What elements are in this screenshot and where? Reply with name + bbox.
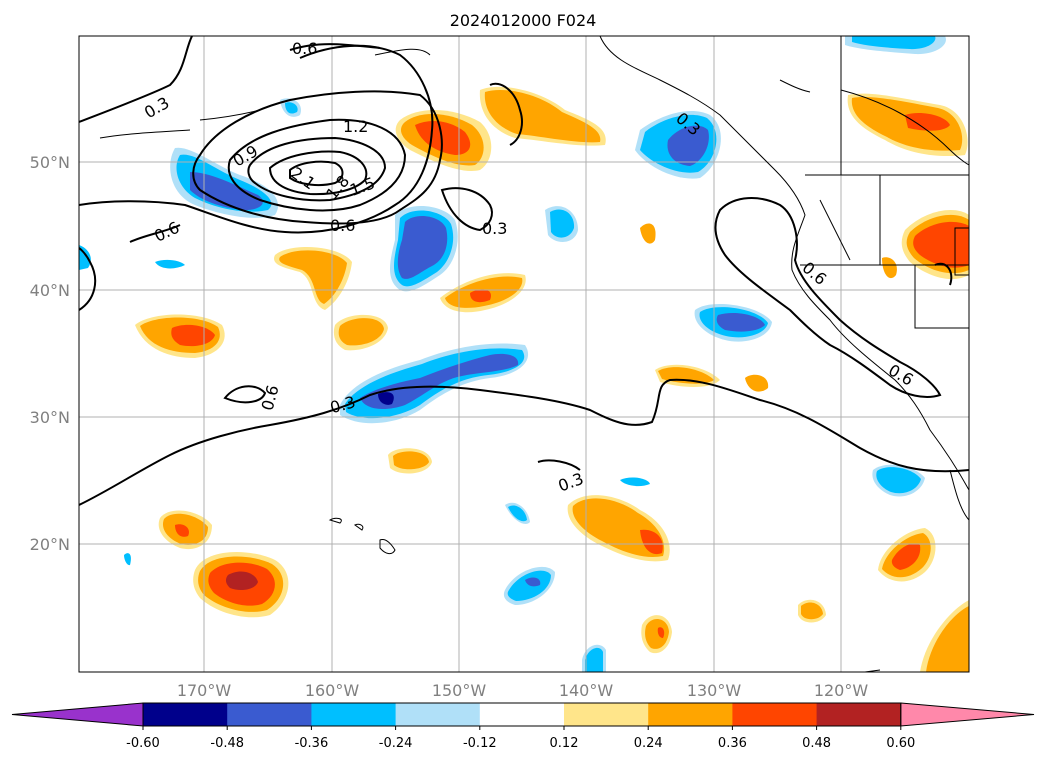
neg-anomaly-area (525, 577, 541, 587)
pos-anomaly-area (572, 498, 665, 557)
lat-label: 30°N (30, 408, 70, 427)
map-frame (78, 35, 970, 673)
pos-anomaly-area (279, 250, 347, 304)
neg-anomaly-area (667, 125, 709, 166)
pos-anomaly-area (484, 90, 601, 143)
neg-anomaly-area (876, 467, 921, 494)
colorbar-tick-label: -0.48 (210, 736, 244, 751)
contour-label: 0.9 (230, 141, 262, 170)
colorbar: -0.60 -0.48 -0.36 -0.24 -0.12 0.12 0.24 0.36 0.4… (11, 702, 1035, 751)
lon-label: 130°W (687, 681, 742, 700)
pos-anomaly-area (801, 602, 823, 620)
pos-anomaly-area (851, 97, 963, 151)
neg-anomaly-area (285, 102, 298, 114)
colorbar-segment (648, 703, 733, 726)
contour-label: 0.3 (482, 219, 507, 238)
pos-anomaly-area (891, 543, 921, 570)
contour-label: 0.3 (141, 93, 173, 122)
neg-anomaly-area (507, 570, 551, 601)
colorbar-tick-label: 0.48 (802, 736, 831, 751)
lat-label: 50°N (30, 153, 70, 172)
colorbar-tick-label: -0.60 (126, 736, 160, 751)
pos-anomaly-area (645, 619, 669, 649)
contour-label: 0.6 (258, 383, 283, 413)
contour-label: 0.6 (292, 39, 317, 58)
latitude-labels: 50°N 40°N 30°N 20°N (30, 153, 70, 554)
neg-anomaly-area (155, 259, 185, 269)
coastlines (99, 36, 969, 672)
contour-label: 1.2 (343, 117, 368, 136)
colorbar-tick-label: 0.36 (718, 736, 747, 751)
neg-anomaly-area (620, 477, 650, 487)
colorbar-segment (564, 703, 649, 726)
colorbar-segment (395, 703, 481, 726)
map-area: 0.3 0.6 0.9 1.2 1.5 1.8 2.1 0.6 0.3 0.6 … (79, 36, 969, 672)
colorbar-extend-low (11, 702, 144, 727)
contour-lines (79, 36, 969, 506)
colorbar-extend-high (900, 702, 1035, 727)
contour-label: 0.6 (151, 218, 182, 246)
lat-label: 40°N (30, 281, 70, 300)
contour-label: 1.5 (347, 173, 377, 200)
pos-anomaly-area (882, 257, 897, 279)
colorbar-segment (227, 703, 312, 726)
pos-anomaly-area (225, 571, 258, 590)
colorbar-segment (479, 703, 565, 726)
colorbar-segment (816, 703, 902, 726)
contour-label: 1.8 (322, 172, 353, 204)
pos-anomaly-area (905, 113, 950, 131)
lon-label: 140°W (559, 681, 614, 700)
neg-anomaly-area (716, 313, 765, 332)
colorbar-tick-label: 0.12 (550, 736, 579, 751)
neg-anomaly-area (508, 505, 527, 522)
graticule (79, 36, 969, 672)
neg-anomaly-area (360, 353, 519, 410)
colorbar-segment (732, 703, 818, 726)
pos-anomaly-area (338, 318, 384, 346)
pos-anomaly-area (470, 289, 491, 303)
anomaly-fills (79, 36, 969, 672)
pos-anomaly-area (657, 627, 665, 638)
colorbar-tick-label: 0.24 (634, 736, 663, 751)
lon-label: 160°W (305, 681, 360, 700)
neg-anomaly-area (378, 392, 394, 405)
lon-label: 120°W (814, 681, 869, 700)
colorbar-tick-label: -0.36 (295, 736, 329, 751)
pos-anomaly-area (640, 529, 663, 555)
neg-anomaly-area (852, 36, 936, 50)
neg-anomaly-area (585, 647, 603, 672)
contour-label: 0.6 (330, 216, 355, 235)
pos-anomaly-area (393, 451, 429, 470)
contour-label: 0.6 (799, 258, 831, 289)
longitude-labels: 170°W 160°W 150°W 140°W 130°W 120°W (177, 681, 869, 700)
lat-label: 20°N (30, 535, 70, 554)
map-title: 2024012000 F024 (450, 11, 597, 30)
colorbar-tick-label: -0.12 (463, 736, 497, 751)
colorbar-segment (143, 703, 228, 726)
colorbar-tick-label: 0.60 (886, 736, 915, 751)
lon-label: 150°W (432, 681, 487, 700)
neg-anomaly-area (550, 209, 575, 238)
pos-anomaly-area (926, 606, 969, 672)
neg-anomaly-area (124, 553, 131, 566)
pos-anomaly-area (745, 374, 769, 392)
colorbar-frame (142, 702, 902, 727)
lon-label: 170°W (177, 681, 232, 700)
neg-anomaly-area (190, 172, 263, 210)
colorbar-tick-label: -0.24 (379, 736, 413, 751)
neg-anomaly-area (397, 216, 448, 279)
pos-anomaly-area (175, 524, 189, 537)
pos-anomaly-area (640, 223, 656, 244)
contour-label: 0.3 (556, 469, 586, 496)
colorbar-segment (311, 703, 397, 726)
